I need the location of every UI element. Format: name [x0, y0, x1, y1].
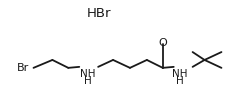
- Text: O: O: [158, 38, 167, 48]
- Text: H: H: [176, 76, 184, 86]
- Text: Br: Br: [16, 63, 29, 73]
- Text: NH: NH: [172, 69, 187, 79]
- Text: HBr: HBr: [87, 8, 112, 20]
- Text: H: H: [84, 76, 92, 86]
- Text: NH: NH: [80, 69, 96, 79]
